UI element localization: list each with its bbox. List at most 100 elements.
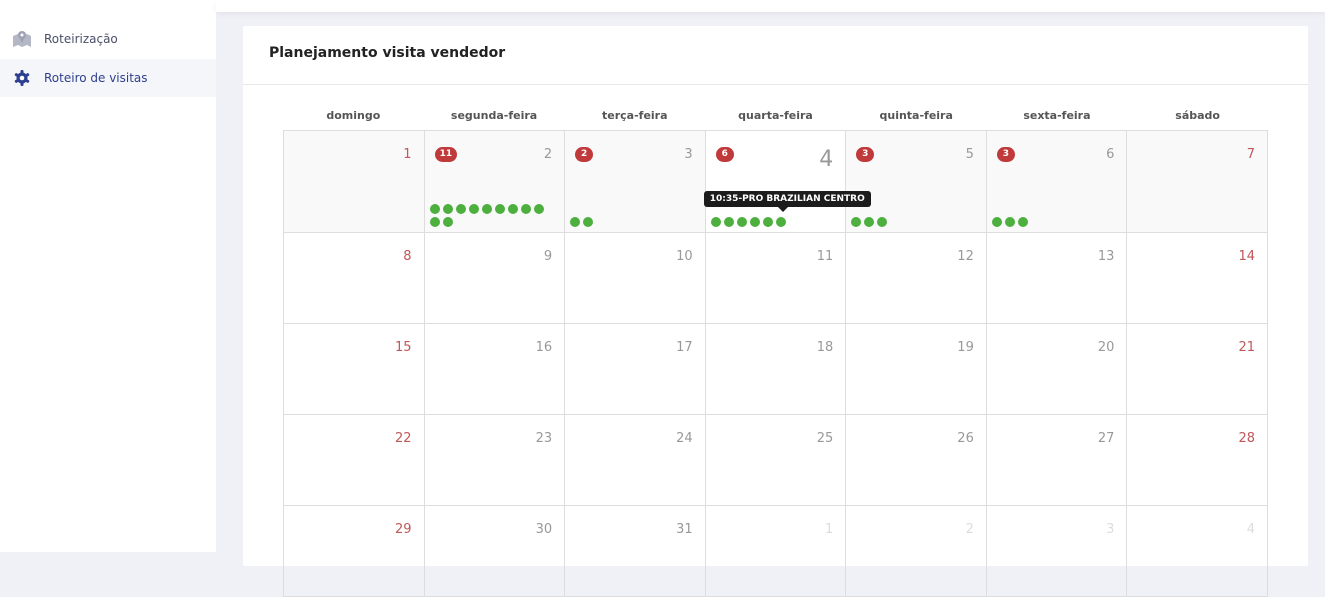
visit-dot[interactable] (1004, 217, 1015, 227)
day-cell[interactable]: 4 6 10:35-PRO BRAZILIAN CENTRO (703, 131, 871, 233)
visit-dot[interactable] (583, 217, 594, 227)
visit-dot[interactable] (481, 204, 492, 214)
visit-dot[interactable] (520, 204, 531, 214)
visit-dots (570, 217, 695, 227)
weekday-header: domingo segunda-feira terça-feira quarta-fe… (283, 106, 1268, 130)
day-number: 8 (403, 249, 412, 264)
weekday-label: quarta-feira (738, 109, 813, 122)
visit-dot[interactable] (533, 204, 544, 214)
visit-tooltip: 10:35-PRO BRAZILIAN CENTRO (703, 191, 871, 212)
visit-dot[interactable] (991, 217, 1002, 227)
card-title: Planejamento visita vendedor (269, 45, 506, 61)
day-cell[interactable]: 23 (424, 415, 566, 506)
top-bar (216, 0, 1325, 12)
visit-dots (429, 204, 555, 227)
day-cell[interactable]: 7 (1127, 131, 1268, 233)
visit-dot[interactable] (455, 204, 466, 214)
sidebar: Roteirização Roteiro de visitas (0, 0, 216, 552)
day-number: 17 (676, 340, 693, 355)
calendar: domingo segunda-feira terça-feira quarta-fe… (283, 106, 1268, 597)
day-cell[interactable]: 15 (284, 324, 425, 415)
visit-dot[interactable] (1017, 217, 1028, 227)
visit-dot[interactable] (864, 217, 875, 227)
day-cell[interactable]: 13 (986, 233, 1128, 324)
day-number: 1 (825, 522, 834, 537)
day-cell[interactable]: 8 (284, 233, 425, 324)
day-cell[interactable]: 20 (986, 324, 1128, 415)
day-number: 23 (535, 431, 553, 446)
day-cell[interactable]: 1 (284, 131, 425, 233)
day-number: 10 (676, 249, 693, 264)
day-cell[interactable]: 2 11 (424, 131, 566, 233)
day-number: 6 (1106, 147, 1115, 162)
calendar-card: Planejamento visita vendedor domingo segu… (243, 26, 1308, 597)
day-cell[interactable]: 28 (1127, 415, 1268, 506)
day-number: 19 (957, 340, 974, 355)
sidebar-item-label: Roteirização (44, 32, 118, 46)
day-cell[interactable]: 18 (705, 324, 847, 415)
day-number: 11 (816, 249, 834, 264)
day-cell[interactable]: 17 (565, 324, 706, 415)
sidebar-item-roteiro-de-visitas[interactable]: Roteiro de visitas (0, 59, 216, 97)
divider (243, 84, 1308, 85)
calendar-grid: 1 2 11 3 2 4 6 10:35-PRO BRAZILIAN CENTRO 5 3 6 3 7 8… (283, 130, 1268, 597)
visit-count-badge: 3 (856, 147, 875, 162)
map-icon (12, 30, 32, 48)
sidebar-item-roteirizacao[interactable]: Roteirização (0, 20, 216, 58)
day-number: 16 (535, 340, 553, 355)
weekday-label: segunda-feira (450, 109, 538, 122)
day-cell[interactable]: 21 (1127, 324, 1268, 415)
day-cell[interactable]: 25 (705, 415, 847, 506)
visit-dot[interactable] (775, 217, 786, 227)
day-number: 15 (395, 340, 412, 355)
visit-dots: 10:35-PRO BRAZILIAN CENTRO (703, 191, 871, 227)
visit-dot[interactable] (851, 217, 862, 227)
visit-dot[interactable] (736, 217, 747, 227)
visit-dot[interactable] (749, 217, 760, 227)
day-cell[interactable]: 12 (846, 233, 987, 324)
visit-dot[interactable] (723, 217, 734, 227)
day-cell[interactable]: 11 (705, 233, 847, 324)
visit-dot[interactable] (877, 217, 888, 227)
day-number: 3 (684, 147, 693, 162)
day-cell[interactable]: 9 (424, 233, 566, 324)
visit-dot[interactable] (429, 204, 440, 214)
day-cell[interactable]: 22 (284, 415, 425, 506)
visit-dot[interactable] (710, 217, 721, 227)
visit-count-badge: 3 (996, 147, 1015, 162)
day-cell[interactable]: 27 (986, 415, 1128, 506)
visit-dot[interactable] (507, 204, 518, 214)
visit-dot[interactable] (494, 204, 505, 214)
visit-dot[interactable] (570, 217, 581, 227)
day-number: 12 (957, 249, 974, 264)
day-number: 25 (816, 431, 834, 446)
weekday-label: quinta-feira (879, 109, 953, 122)
visit-count-badge: 11 (434, 147, 458, 162)
visit-dots (851, 217, 976, 227)
day-number: 21 (1238, 340, 1255, 355)
day-number: 18 (816, 340, 834, 355)
day-cell[interactable]: 24 (565, 415, 706, 506)
day-cell[interactable]: 14 (1127, 233, 1268, 324)
visit-dot[interactable] (762, 217, 773, 227)
visit-dot[interactable] (442, 217, 453, 227)
day-number: 13 (1097, 249, 1115, 264)
day-number: 31 (676, 522, 693, 537)
day-number: 20 (1097, 340, 1115, 355)
day-number: 4 (819, 147, 834, 172)
day-number: 14 (1238, 249, 1255, 264)
day-number: 1 (403, 147, 412, 162)
day-cell[interactable]: 19 (846, 324, 987, 415)
visit-dot[interactable] (429, 217, 440, 227)
visit-count-badge: 6 (715, 147, 734, 162)
weekday-label: domingo (326, 109, 381, 122)
day-cell[interactable]: 16 (424, 324, 566, 415)
day-cell[interactable]: 10 (565, 233, 706, 324)
weekday-label: sábado (1175, 109, 1220, 122)
visit-dot[interactable] (468, 204, 479, 214)
day-cell[interactable]: 26 (846, 415, 987, 506)
visit-dot[interactable] (442, 204, 453, 214)
